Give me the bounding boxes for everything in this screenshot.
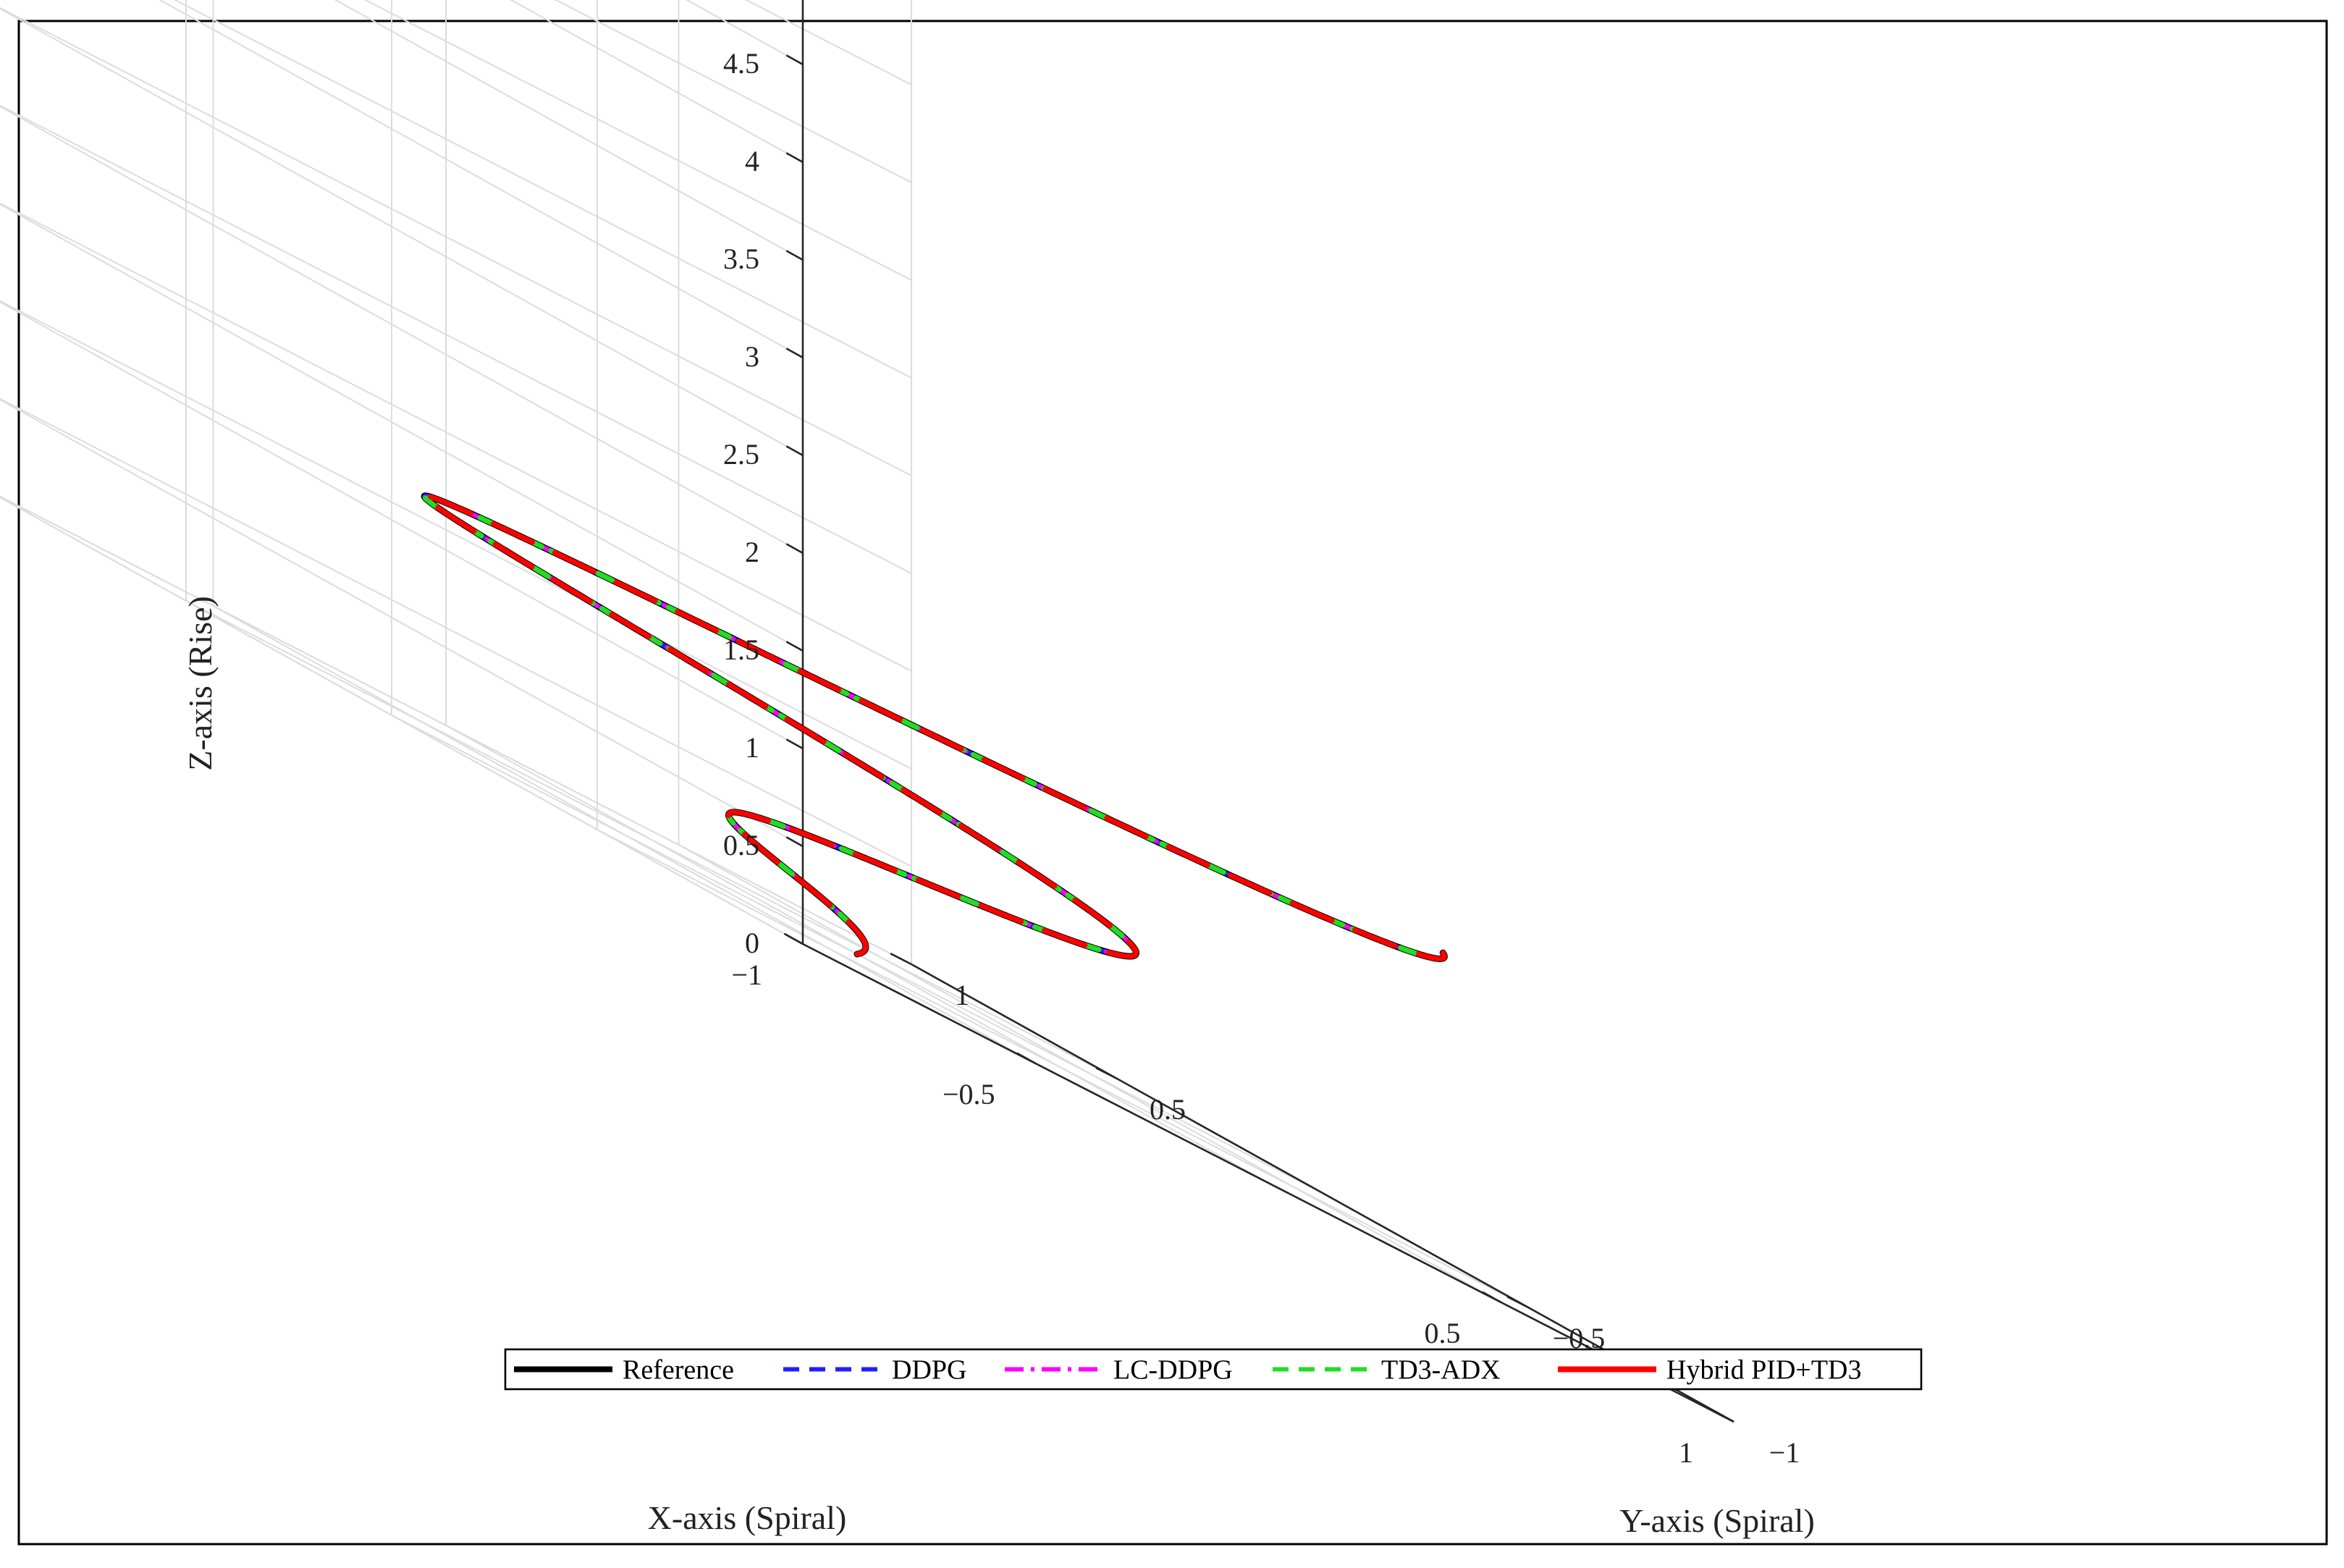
z-tick-mark xyxy=(785,347,804,359)
grid-line xyxy=(554,0,912,183)
grid-line xyxy=(0,7,804,456)
grid-line xyxy=(744,0,912,85)
series-hybrid-pid-td3 xyxy=(421,493,1447,961)
legend-label: LC-DDPG xyxy=(1113,1355,1233,1386)
z-tick-label: 4.5 xyxy=(723,47,759,80)
x-tick-label: 1 xyxy=(1679,1436,1693,1469)
legend: Reference DDPG LC-DDPG TD3-ADX Hybrid PID+TD… xyxy=(504,1348,1923,1391)
z-tick-mark xyxy=(785,152,804,164)
labels-layer: −1−0.50.51 −1−0.50.5100.511.522.533.544.5… xyxy=(182,47,1815,1539)
y-tick-label: 1 xyxy=(955,979,969,1011)
z-tick-label: 3 xyxy=(745,340,759,373)
legend-label: Hybrid PID+TD3 xyxy=(1666,1355,1861,1386)
grid-line xyxy=(0,495,912,965)
x-tick-label: −1 xyxy=(731,958,762,991)
z-tick-label: 1.5 xyxy=(723,633,759,666)
grid-line xyxy=(0,300,804,749)
z-tick-label: 4 xyxy=(745,145,759,177)
y-axis-label: Y-axis (Spiral) xyxy=(1619,1502,1815,1539)
y-tick-mark xyxy=(890,953,912,966)
grid-line xyxy=(158,0,804,358)
z-tick-label: 0.5 xyxy=(723,829,759,861)
legend-label: TD3-ADX xyxy=(1381,1355,1501,1386)
grid-line xyxy=(510,0,804,163)
series-layer xyxy=(421,492,1448,962)
z-tick-mark xyxy=(785,543,804,555)
z-tick-mark xyxy=(785,641,804,652)
legend-box xyxy=(504,1348,1923,1391)
legend-label: Reference xyxy=(623,1355,734,1386)
grid-line xyxy=(0,202,912,672)
grid-line xyxy=(0,398,804,847)
x-axis-label: X-axis (Spiral) xyxy=(648,1499,847,1536)
y-tick-label: 0.5 xyxy=(1150,1093,1186,1126)
grid-layer xyxy=(0,0,1734,1422)
z-tick-label: 3.5 xyxy=(723,243,759,275)
grid-line xyxy=(596,829,1529,1308)
x-axis-line xyxy=(802,943,1734,1423)
x-tick-mark xyxy=(1016,1052,1037,1065)
z-tick-mark xyxy=(785,836,804,848)
grid-line xyxy=(363,0,912,281)
z-axis-label: Z-axis (Rise) xyxy=(182,596,219,770)
z-tick-mark xyxy=(785,54,804,66)
legend-label: DDPG xyxy=(892,1355,966,1386)
x-tick-label: 0.5 xyxy=(1425,1317,1461,1349)
grid-line xyxy=(0,7,912,476)
z-tick-mark xyxy=(785,250,804,261)
grid-line xyxy=(0,397,912,867)
z-tick-mark xyxy=(785,934,804,945)
axes-layer xyxy=(783,0,1734,1423)
y-axis-line xyxy=(911,963,1734,1423)
y-tick-label: −1 xyxy=(1769,1436,1800,1469)
figure-border xyxy=(17,20,2328,1546)
x-tick-label: −0.5 xyxy=(943,1078,995,1110)
grid-line xyxy=(0,104,912,574)
grid-line xyxy=(185,600,1118,1079)
x-tick-mark xyxy=(1482,1291,1502,1304)
z-tick-label: 0 xyxy=(745,927,759,959)
grid-line xyxy=(173,0,912,379)
y-tick-mark xyxy=(1506,1296,1529,1309)
y-tick-mark xyxy=(1712,1410,1734,1423)
grid-line xyxy=(0,105,804,554)
y-tick-mark xyxy=(1095,1067,1118,1080)
z-tick-mark xyxy=(785,738,804,750)
z-tick-label: 2.5 xyxy=(723,438,759,471)
z-tick-label: 1 xyxy=(745,731,759,764)
z-tick-mark xyxy=(785,445,804,457)
grid-line xyxy=(0,203,804,652)
grid-line xyxy=(334,0,804,261)
grid-line xyxy=(0,300,912,770)
z-tick-label: 2 xyxy=(745,536,759,568)
